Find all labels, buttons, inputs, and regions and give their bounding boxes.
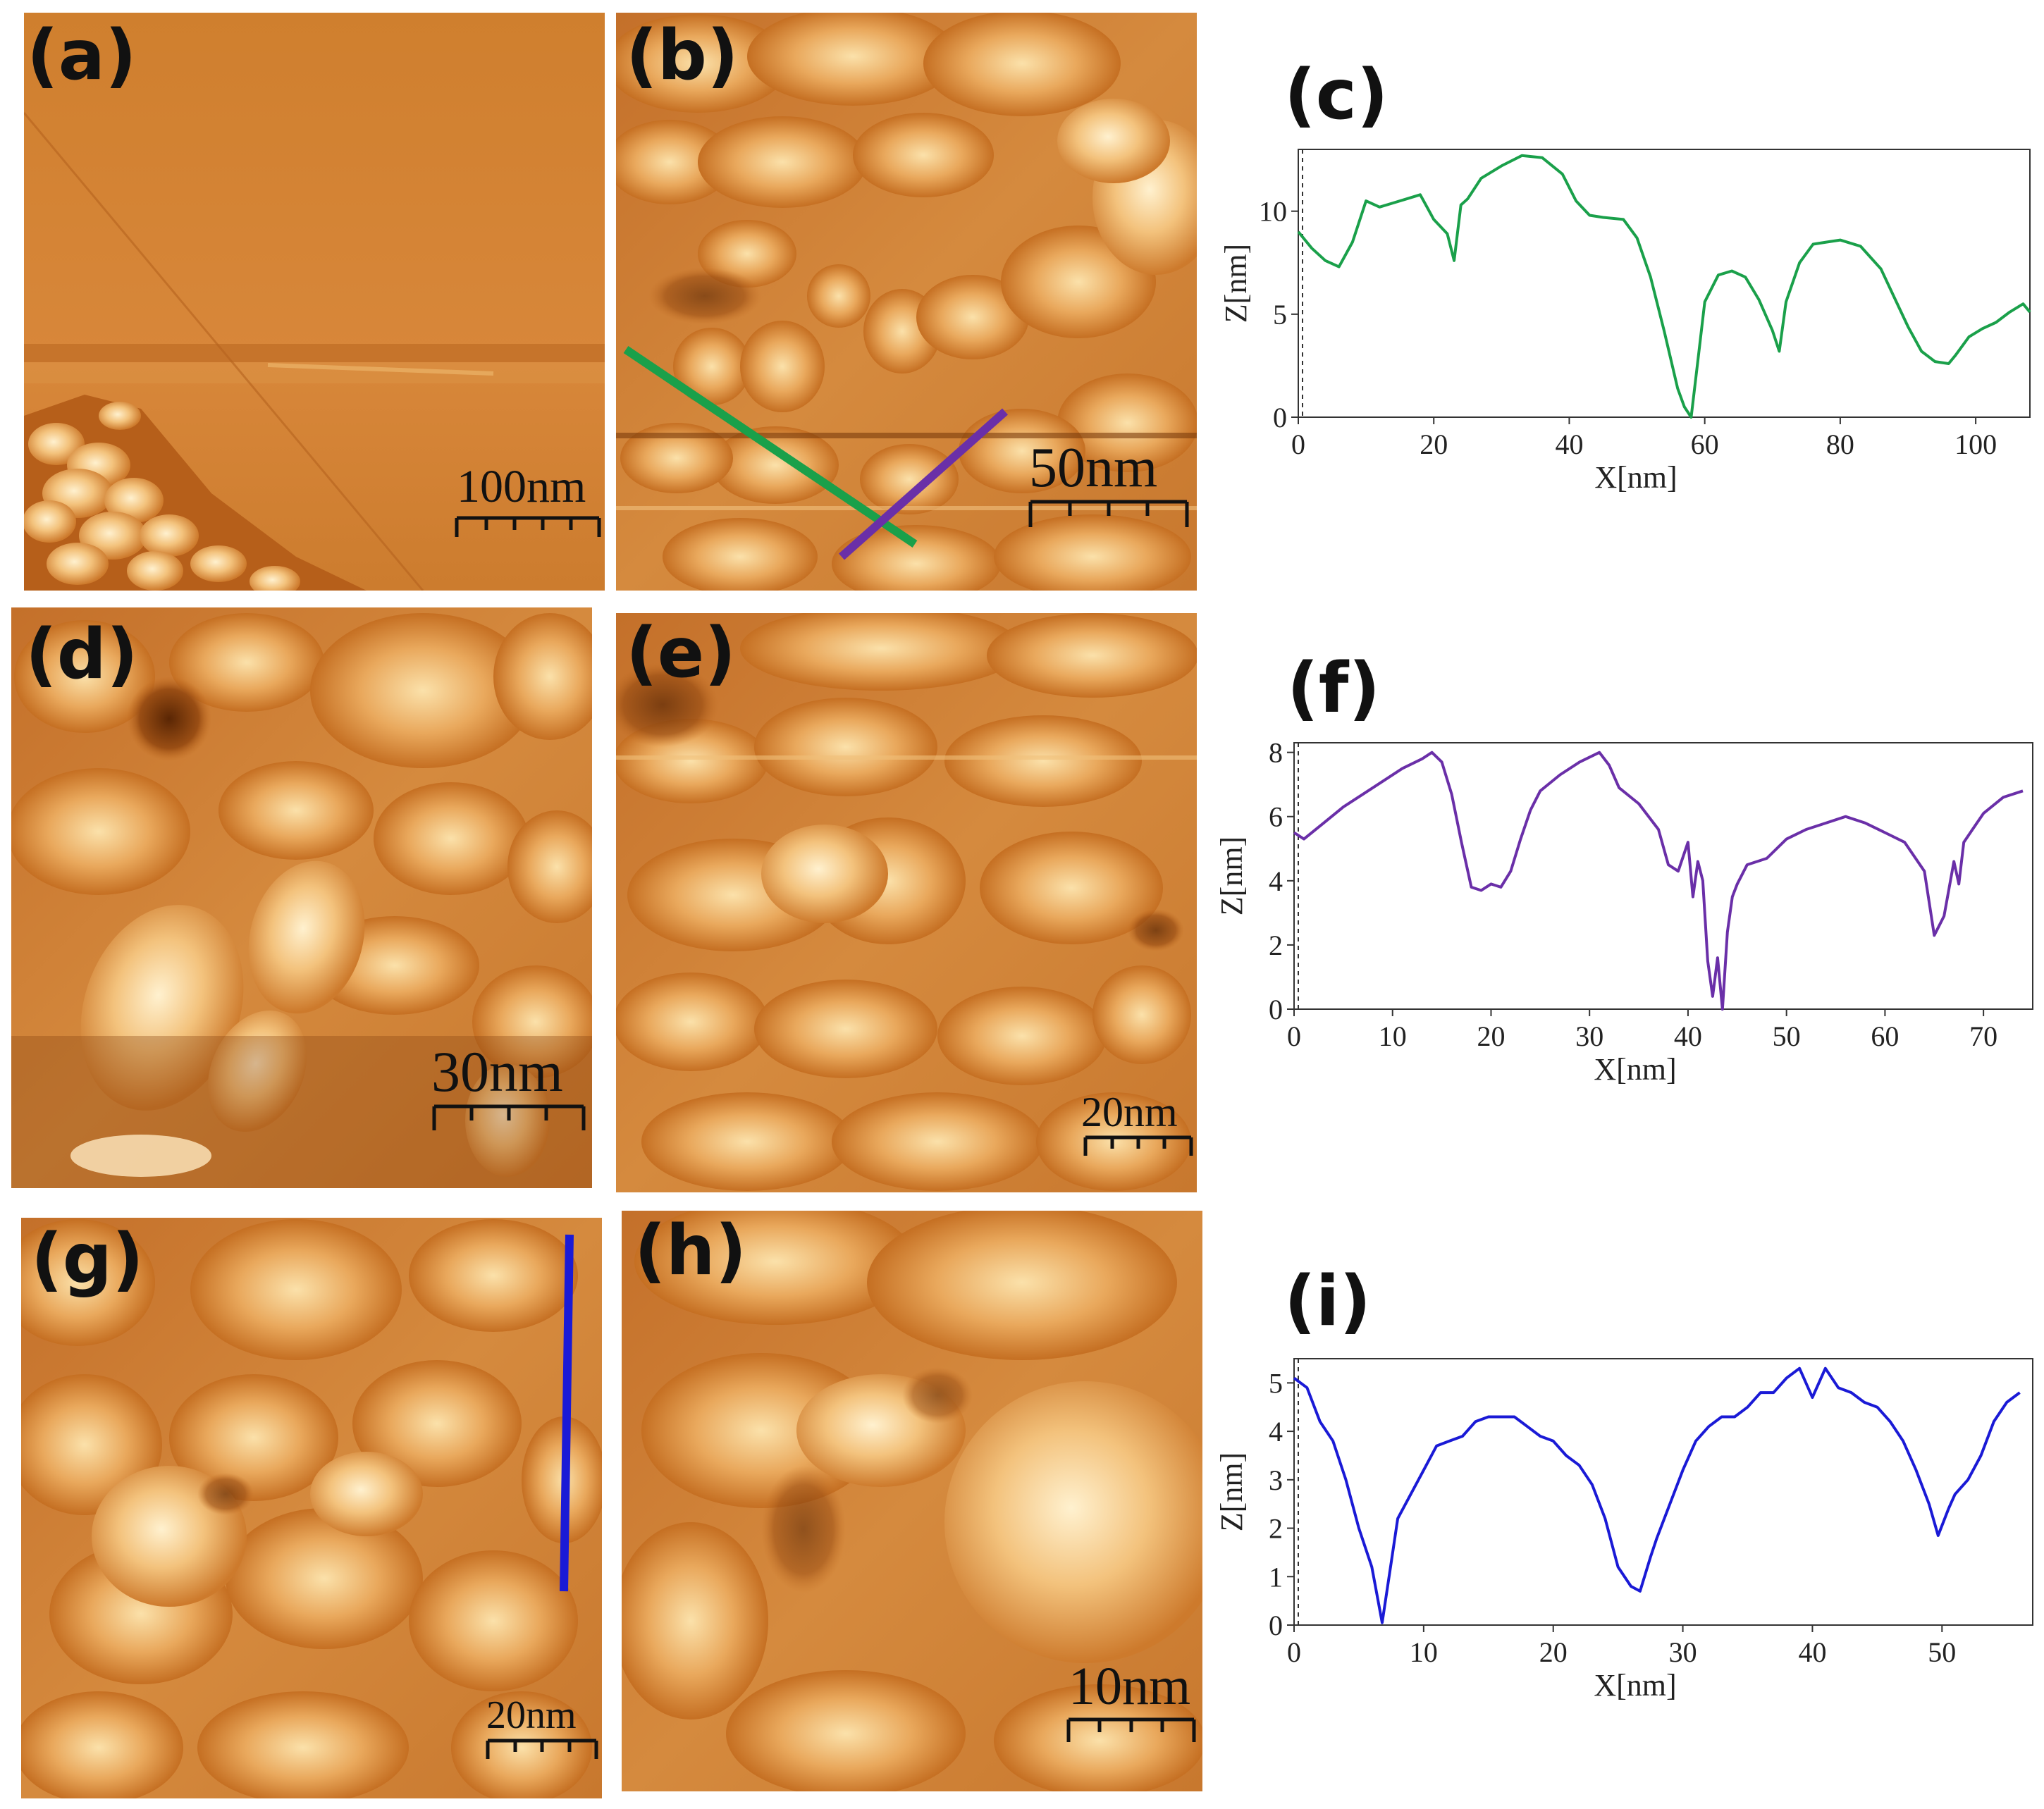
- panel-label-f: (f): [1287, 648, 1380, 729]
- scale-bar-h: 10nm: [1066, 1657, 1196, 1742]
- x-axis-label-f: X[nm]: [1594, 1052, 1676, 1087]
- x-tick-label-f: 10: [1379, 1020, 1407, 1052]
- scale-bar-text-b: 50nm: [1029, 437, 1157, 499]
- y-tick-label-c: 0: [1273, 402, 1287, 433]
- scale-bar-b: 50nm: [1028, 437, 1189, 527]
- panel-label-e: (e): [626, 613, 736, 693]
- y-axis-label-f: Z[nm]: [1214, 836, 1249, 915]
- y-tick-label-i: 5: [1269, 1367, 1283, 1399]
- y-tick-label-f: 6: [1269, 801, 1283, 833]
- y-tick-label-i: 3: [1269, 1464, 1283, 1496]
- x-tick-label-f: 40: [1674, 1020, 1702, 1052]
- panel-label-g: (g): [31, 1219, 144, 1299]
- y-tick-label-i: 4: [1269, 1416, 1283, 1447]
- plot-frame-c: [1298, 149, 2031, 418]
- profile-chart-f: (f) 0 10 20 30 40 50 60 70 0 2 4 6 8 X[nm] Z[nm]: [1214, 648, 2033, 1087]
- panel-label-i: (i): [1284, 1261, 1371, 1342]
- plot-frame-i: [1293, 1358, 2033, 1626]
- afm-panel-a: (a) 100nm: [24, 13, 605, 591]
- profile-chart-i: (i) 0 10 20 30 40 50 0 1 2 3 4 5 X[nm] Z[nm]: [1214, 1261, 2033, 1703]
- panel-label-a: (a): [27, 16, 137, 96]
- x-tick-label-f: 50: [1773, 1020, 1801, 1052]
- x-tick-label-c: 80: [1826, 428, 1854, 460]
- profile-chart-c: (c) 0 20 40 60 80 100 0 5 10 X[nm] Z[nm]: [1219, 55, 2031, 495]
- x-tick-label-f: 30: [1575, 1020, 1603, 1052]
- y-tick-label-f: 2: [1269, 930, 1283, 961]
- x-tick-label-c: 40: [1555, 428, 1583, 460]
- afm-image-b: [616, 13, 1197, 591]
- y-tick-label-f: 4: [1269, 865, 1283, 897]
- scale-bar-g: 20nm: [486, 1693, 598, 1759]
- panel-label-d: (d): [25, 615, 138, 695]
- series-line-i: [1293, 1366, 2021, 1624]
- x-axis-label-i: X[nm]: [1594, 1668, 1676, 1703]
- afm-image-g: [21, 1218, 602, 1798]
- scale-bar-e: 20nm: [1081, 1089, 1193, 1156]
- y-tick-label-f: 8: [1269, 737, 1283, 769]
- y-tick-label-f: 0: [1269, 994, 1283, 1025]
- x-tick-label-f: 70: [1969, 1020, 1997, 1052]
- afm-image-a: [24, 13, 605, 591]
- y-tick-label-i: 0: [1269, 1610, 1283, 1641]
- x-tick-label-i: 0: [1287, 1636, 1301, 1668]
- plot-frame-f: [1293, 742, 2033, 1010]
- scale-bar-d: 30nm: [431, 1039, 586, 1130]
- panel-label-h: (h): [634, 1211, 746, 1291]
- profile-line-green: [623, 346, 918, 548]
- afm-panel-b: (b) 50nm: [616, 13, 1197, 591]
- scale-bar-text-a: 100nm: [457, 461, 586, 512]
- panel-label-b: (b): [626, 16, 739, 96]
- series-line-f: [1293, 751, 2024, 1011]
- x-tick-label-f: 20: [1477, 1020, 1505, 1052]
- x-tick-label-f: 0: [1287, 1020, 1301, 1052]
- panel-label-c: (c): [1284, 55, 1389, 135]
- x-tick-label-i: 30: [1669, 1636, 1697, 1668]
- x-tick-label-c: 100: [1954, 428, 1997, 460]
- x-axis-label-c: X[nm]: [1594, 460, 1677, 495]
- y-tick-label-c: 10: [1259, 196, 1287, 228]
- series-line-c: [1297, 154, 2031, 419]
- y-tick-label-c: 5: [1273, 299, 1287, 331]
- x-tick-label-c: 20: [1420, 428, 1448, 460]
- afm-panel-d: (d) 30nm: [11, 607, 592, 1188]
- x-tick-label-i: 10: [1410, 1636, 1438, 1668]
- profile-line-blue: [560, 1234, 574, 1592]
- scale-bar-text-h: 10nm: [1069, 1657, 1190, 1716]
- scale-bar-text-g: 20nm: [486, 1693, 577, 1737]
- y-tick-label-i: 1: [1269, 1561, 1283, 1593]
- x-tick-label-i: 20: [1539, 1636, 1568, 1668]
- afm-panel-g: (g) 20nm: [21, 1218, 602, 1798]
- y-axis-label-c: Z[nm]: [1219, 244, 1253, 323]
- scale-bar-a: 100nm: [455, 461, 601, 537]
- afm-panel-e: (e) 20nm: [616, 613, 1197, 1192]
- x-tick-label-c: 0: [1291, 428, 1305, 460]
- x-tick-label-f: 60: [1871, 1020, 1899, 1052]
- profile-line-purple: [839, 408, 1008, 560]
- x-tick-label-i: 50: [1928, 1636, 1956, 1668]
- afm-image-e: [616, 613, 1197, 1192]
- scale-bar-text-e: 20nm: [1081, 1089, 1178, 1135]
- afm-image-d: [11, 607, 592, 1188]
- afm-panel-h: (h) 10nm: [622, 1211, 1202, 1791]
- scale-bar-text-d: 30nm: [431, 1039, 563, 1104]
- x-tick-label-c: 60: [1691, 428, 1719, 460]
- y-tick-label-i: 2: [1269, 1513, 1283, 1545]
- x-tick-label-i: 40: [1798, 1636, 1826, 1668]
- y-axis-label-i: Z[nm]: [1214, 1452, 1249, 1531]
- afm-image-h: [622, 1211, 1202, 1791]
